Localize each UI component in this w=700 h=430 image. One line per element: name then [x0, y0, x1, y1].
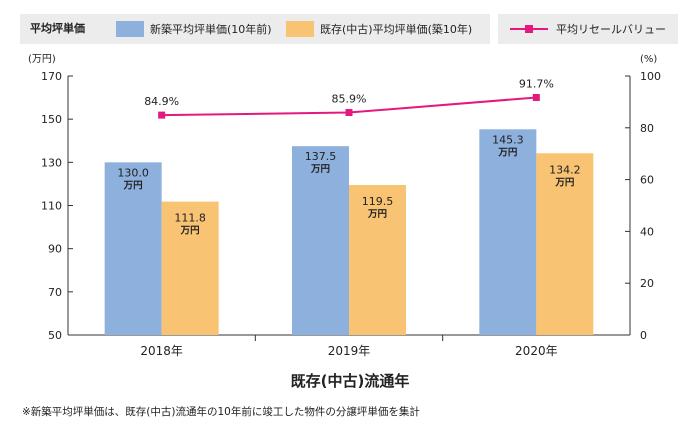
bar-used	[349, 184, 406, 335]
bar-new	[479, 129, 537, 335]
legend-swatch-used	[286, 21, 314, 37]
bar-value-label: 130.0	[117, 166, 149, 179]
legend-title: 平均坪単価	[30, 22, 85, 35]
y-right-tick-label: 80	[640, 122, 654, 135]
bar-value-label: 111.8	[174, 212, 206, 225]
y-left-tick-label: 150	[41, 113, 62, 126]
bar-used	[536, 153, 594, 335]
x-tick-label: 2019年	[328, 344, 371, 358]
y-left-tick-label: 110	[41, 200, 62, 213]
legend-item-used: 既存(中古)平均坪単価(築10年)	[286, 14, 472, 44]
resale-point	[532, 93, 540, 101]
bar-value-label: 145.3	[492, 133, 524, 146]
x-axis-title: 既存(中古)流通年	[290, 372, 410, 390]
y-right-tick-label: 40	[640, 225, 654, 238]
resale-point-label: 84.9%	[144, 95, 179, 108]
bar-value-label: 137.5	[305, 150, 337, 163]
resale-point-label: 85.9%	[332, 93, 367, 106]
y-right-tick-label: 20	[640, 277, 654, 290]
y-right-tick-label: 100	[640, 70, 661, 83]
bar-unit-label: 万円	[367, 209, 387, 220]
y-right-tick-label: 60	[640, 174, 654, 187]
x-tick-label: 2018年	[140, 344, 183, 358]
resale-point	[158, 111, 166, 119]
y-left-tick-label: 50	[48, 329, 62, 342]
bar-used	[161, 201, 219, 335]
legend-label-new: 新築平均坪単価(10年前)	[150, 23, 272, 36]
x-tick-label: 2020年	[515, 344, 558, 358]
legend-line: 平均リセールバリュー	[498, 14, 678, 44]
y-left-tick-label: 130	[41, 156, 62, 169]
y-right-unit: (%)	[640, 54, 657, 65]
legend-item-new: 新築平均坪単価(10年前)	[116, 14, 272, 44]
legend-bars: 平均坪単価 新築平均坪単価(10年前) 既存(中古)平均坪単価(築10年)	[20, 14, 490, 44]
y-left-tick-label: 90	[48, 243, 62, 256]
legend-swatch-new	[116, 21, 144, 37]
bar-unit-label: 万円	[123, 180, 143, 191]
y-left-unit: (万円)	[28, 54, 56, 65]
resale-point-label: 91.7%	[519, 77, 554, 90]
bar-unit-label: 万円	[310, 164, 330, 175]
legend-swatch-resale	[510, 21, 548, 37]
resale-point	[345, 109, 353, 117]
y-left-tick-label: 70	[48, 286, 62, 299]
bar-new	[104, 162, 162, 335]
bar-unit-label: 万円	[180, 226, 200, 237]
bar-value-label: 134.2	[549, 163, 581, 176]
bar-unit-label: 万円	[497, 147, 517, 158]
bar-new	[292, 146, 349, 335]
y-left-tick-label: 170	[41, 70, 62, 83]
legend-item-resale: 平均リセールバリュー	[510, 14, 666, 44]
footnote: ※新築平均坪単価は、既存(中古)流通年の10年前に竣工した物件の分譲坪単価を集計	[22, 406, 420, 418]
bar-unit-label: 万円	[554, 177, 574, 188]
legend-label-resale: 平均リセールバリュー	[556, 23, 666, 36]
legend-label-used: 既存(中古)平均坪単価(築10年)	[320, 23, 473, 36]
y-right-tick-label: 0	[640, 329, 647, 342]
bar-value-label: 119.5	[362, 195, 394, 208]
